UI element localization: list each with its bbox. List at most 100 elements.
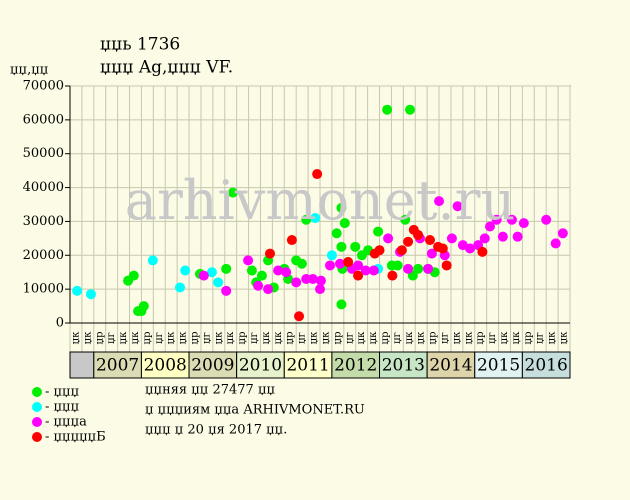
year-cell [474, 351, 523, 379]
quarter-label: џк [499, 331, 510, 345]
y-tick-label: 0 [56, 316, 64, 331]
quarter-label: џк [309, 331, 320, 345]
point [221, 263, 232, 274]
quarter-label: џг [249, 332, 260, 344]
legend-label: - џџџџџБ [45, 430, 106, 445]
note: џџняя џџ 27477 џџ [145, 383, 275, 398]
point [265, 248, 275, 259]
point [550, 238, 561, 249]
year-label: 2014 [429, 356, 472, 376]
point [518, 218, 529, 229]
quarter-label: џг [535, 332, 546, 344]
y-tick-label: 50000 [23, 146, 64, 161]
point [339, 218, 350, 229]
year-label: 2007 [96, 356, 139, 376]
point [373, 226, 384, 237]
point [383, 233, 394, 244]
point [423, 263, 434, 274]
quarter-label: џр [190, 332, 201, 345]
point [557, 228, 568, 239]
legend-label: - џџџ [45, 400, 80, 415]
note: џ џџџиям џџа ARHIVMONET.RU [145, 403, 365, 418]
point [405, 104, 415, 115]
point [286, 235, 297, 246]
point [301, 214, 312, 225]
quarter-label: џг [487, 332, 498, 344]
quarter-label: џр [237, 332, 248, 345]
y-tick-label: 30000 [23, 214, 64, 229]
year-label: 2015 [477, 356, 520, 376]
quarter-label: џк [463, 331, 474, 345]
point [400, 214, 411, 225]
quarter-label: џк [70, 331, 81, 345]
point [175, 282, 185, 293]
quarter-label: џк [356, 331, 367, 345]
point [479, 233, 490, 244]
quarter-label: џк [261, 331, 272, 345]
point [336, 299, 347, 310]
point [147, 255, 158, 266]
quarter-label: џр [332, 332, 343, 345]
point [325, 260, 335, 271]
quarter-label: џг [392, 332, 403, 344]
point [446, 233, 457, 244]
point [374, 245, 385, 256]
year-label: 2008 [144, 356, 187, 376]
point [477, 246, 488, 257]
point [441, 260, 452, 271]
quarter-label: џк [166, 331, 177, 345]
quarter-label: џг [344, 332, 355, 344]
point [465, 243, 475, 254]
quarter-label: џр [380, 332, 391, 345]
point [437, 243, 448, 254]
point [368, 265, 379, 276]
point [246, 265, 257, 276]
year-label: 2009 [191, 356, 234, 376]
point [353, 270, 364, 281]
legend-marker [32, 432, 42, 442]
point [312, 169, 323, 180]
point [136, 306, 147, 317]
year-label: 2011 [286, 356, 329, 376]
point [296, 258, 307, 269]
quarter-label: џк [273, 331, 284, 345]
point [413, 229, 424, 240]
quarter-label: џк [82, 331, 93, 345]
point [425, 235, 435, 246]
point [294, 311, 305, 322]
year-label: 2016 [525, 356, 568, 376]
legend-marker [32, 387, 42, 397]
quarter-label: џк [130, 331, 141, 345]
point [221, 285, 232, 296]
point [291, 277, 302, 288]
point [227, 187, 238, 198]
point [491, 214, 502, 225]
point [128, 270, 139, 281]
year-cell [521, 351, 571, 379]
year-cell [426, 351, 476, 379]
quarter-label: џр [285, 332, 296, 345]
point [326, 250, 337, 261]
quarter-label: џк [559, 331, 570, 345]
point [426, 248, 437, 259]
year-cell [236, 351, 285, 379]
point [392, 260, 403, 271]
year-cell [188, 351, 238, 379]
point [343, 257, 354, 268]
point [403, 236, 414, 247]
year-cell [93, 351, 142, 379]
point [434, 196, 445, 207]
point [331, 228, 342, 239]
quarter-label: џг [201, 332, 212, 344]
point [273, 265, 284, 276]
point [281, 267, 292, 278]
year-label: 2013 [382, 356, 425, 376]
point [315, 275, 326, 286]
quarter-label: џк [451, 331, 462, 345]
chart-title: џџь 1736 [100, 35, 180, 55]
point [485, 221, 495, 232]
point [213, 277, 224, 288]
point [353, 260, 364, 271]
point [180, 265, 191, 276]
